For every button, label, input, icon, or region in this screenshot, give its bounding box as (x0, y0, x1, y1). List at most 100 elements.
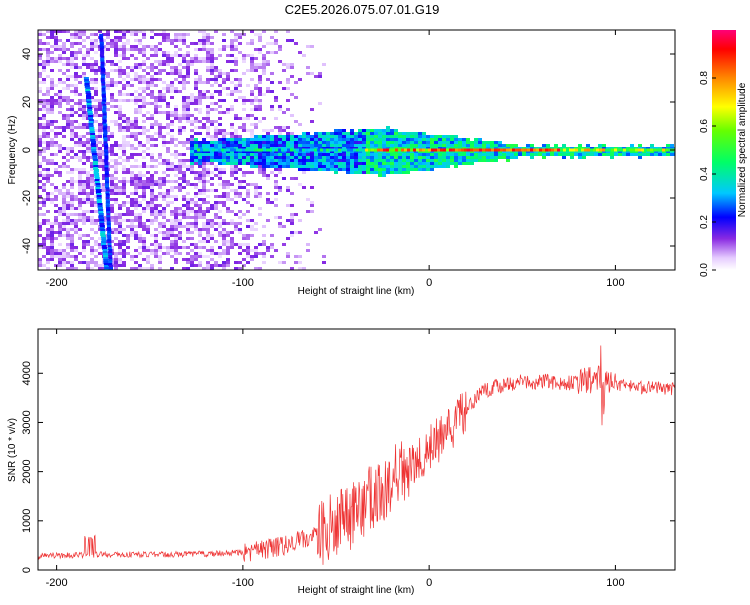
spectrogram-cell (290, 135, 294, 138)
spectrogram-cell (322, 165, 326, 168)
spectrogram-cell (282, 159, 286, 162)
spectrogram-cell (246, 42, 250, 45)
spectrogram-cell (182, 195, 186, 198)
spectrogram-cell (150, 90, 154, 93)
spectrogram-cell (154, 216, 158, 219)
spectrogram-cell (130, 213, 134, 216)
spectrogram-cell (186, 252, 190, 255)
spectrogram-cell (93, 167, 99, 170)
spectrogram-cell (105, 205, 110, 209)
spectrogram-cell (106, 135, 110, 138)
spectrogram-cell (242, 99, 246, 102)
spectrogram-cell (194, 177, 198, 180)
spectrogram-cell (290, 66, 294, 69)
spectrogram-cell (46, 267, 50, 270)
spectrogram-cell (390, 162, 394, 165)
spectrogram-cell (114, 201, 118, 204)
spectrogram-cell (482, 141, 486, 144)
spectrogram-cell (246, 99, 250, 102)
spectrogram-cell (238, 135, 242, 138)
spectrogram-cell (202, 228, 206, 231)
spectrogram-cell (186, 183, 190, 186)
spectrogram-cell (38, 171, 42, 174)
spectrogram-cell (242, 213, 246, 216)
spectrogram-cell (282, 87, 286, 90)
spectrogram-cell (70, 267, 74, 270)
spectrogram-cell (202, 42, 206, 45)
spectrogram-cell (86, 267, 90, 270)
spectrogram-cell (290, 75, 294, 78)
spectrogram-cell (50, 246, 54, 249)
spectrogram-cell (202, 153, 206, 156)
colorbar-tick-label: 0.8 (699, 71, 710, 85)
spectrogram-cell (182, 42, 186, 45)
spectrogram-cell (178, 132, 182, 135)
spectrogram-cell (402, 165, 406, 168)
spectrogram-cell (286, 189, 290, 192)
spectrogram-cell (104, 265, 109, 268)
spectrogram-cell (118, 69, 122, 72)
spectrogram-cell (410, 144, 414, 147)
spectrogram-cell (434, 138, 438, 141)
spectrogram-cell (222, 231, 226, 234)
spectrogram-cell (54, 222, 58, 225)
spectrogram-cell (238, 117, 242, 120)
spectrogram-cell (210, 57, 214, 60)
spectrogram-cell (158, 249, 162, 252)
spectrogram-cell (214, 138, 218, 141)
spectrogram-cell (270, 72, 274, 75)
spectrogram-cell (66, 189, 70, 192)
spectrogram-cell (42, 123, 46, 126)
spectrogram-cell (62, 165, 66, 168)
spectrogram-cell (134, 237, 138, 240)
spectrogram-cell (478, 141, 482, 144)
spectrogram-cell (114, 120, 118, 123)
spectrogram-cell (182, 105, 186, 108)
spectrogram-cell (418, 132, 422, 135)
spectrogram-cell (398, 153, 402, 156)
spectrogram-cell (50, 111, 54, 114)
spectrogram-cell (398, 159, 402, 162)
spectrogram-cell (194, 138, 198, 141)
spectrogram-cell (46, 210, 50, 213)
spectrogram-cell (134, 255, 138, 258)
spectrogram-cell (190, 171, 194, 174)
spectrogram-cell (114, 99, 118, 102)
spectrogram-cell (290, 63, 294, 66)
spectrogram-cell (206, 129, 210, 132)
spectrogram-cell (86, 264, 90, 267)
spectrogram-cell (182, 141, 186, 144)
spectrogram-cell (110, 240, 114, 243)
spectrogram-cell (154, 252, 158, 255)
spectrogram-cell (82, 249, 86, 252)
spectrogram-cell (242, 264, 246, 267)
spectrogram-cell (70, 36, 74, 39)
spectrogram-cell (422, 153, 426, 156)
spectrogram-cell (194, 126, 198, 129)
spectrogram-cell (90, 78, 94, 81)
spectrogram-cell (74, 102, 78, 105)
spectrogram-cell (398, 156, 402, 159)
spectrogram-cell (258, 153, 262, 156)
spectrogram-cell (110, 42, 114, 45)
spectrogram-cell (70, 150, 74, 153)
spectrogram-cell (221, 148, 224, 152)
spectrogram-cell (294, 213, 298, 216)
spectrogram-cell (58, 111, 62, 114)
spectrogram-cell (66, 120, 70, 123)
spectrogram-cell (214, 102, 218, 105)
spectrogram-cell (278, 261, 282, 264)
spectrogram-cell (290, 93, 294, 96)
spectrogram-cell (146, 135, 150, 138)
spectrogram-cell (258, 162, 262, 165)
spectrogram-cell (118, 225, 122, 228)
spectrogram-cell (206, 171, 210, 174)
spectrogram-cell (238, 81, 242, 84)
spectrogram-cell (178, 177, 182, 180)
spectrogram-cell (254, 99, 258, 102)
spectrogram-cell (106, 209, 111, 213)
spectrogram-cell (122, 87, 126, 90)
spectrogram-cell (250, 69, 254, 72)
spectrogram-cell (326, 165, 330, 168)
